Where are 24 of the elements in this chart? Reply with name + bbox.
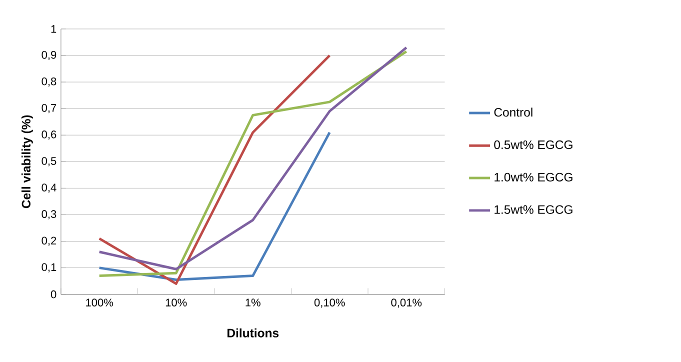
y-tick-label: 0,7 <box>42 104 56 113</box>
legend-label: Control <box>494 108 532 117</box>
line-series <box>98 54 331 285</box>
y-tick-label: 0,4 <box>42 184 56 193</box>
line-series <box>98 131 331 281</box>
y-tick-label: 0 <box>50 290 56 298</box>
y-tick-label: 0,5 <box>42 156 56 166</box>
x-tick-label: 0,01% <box>391 298 422 308</box>
x-tick-label: 1% <box>246 298 260 306</box>
x-tick-label: 100% <box>86 298 114 306</box>
legend-label: 1.0wt% EGCG <box>494 172 572 182</box>
x-tick-label: 0,10% <box>314 298 345 308</box>
x-tick-label: 10% <box>166 298 187 306</box>
legend-label: 0.5wt% EGCG <box>494 140 572 149</box>
y-tick-label: 0,1 <box>42 263 56 272</box>
y-tick-label: 0,3 <box>42 210 56 220</box>
x-axis-title: Dilutions <box>228 328 279 338</box>
legend-label: 1.5wt% EGCG <box>494 205 572 214</box>
y-tick-label: 0,2 <box>42 236 56 246</box>
y-tick-label: 0,6 <box>42 130 56 140</box>
y-tick-label: 0,8 <box>42 77 56 86</box>
y-tick-label: 0,9 <box>42 50 56 60</box>
y-tick-label: 1 <box>51 25 56 33</box>
y-axis-title: Cell viability (%) <box>22 115 33 208</box>
